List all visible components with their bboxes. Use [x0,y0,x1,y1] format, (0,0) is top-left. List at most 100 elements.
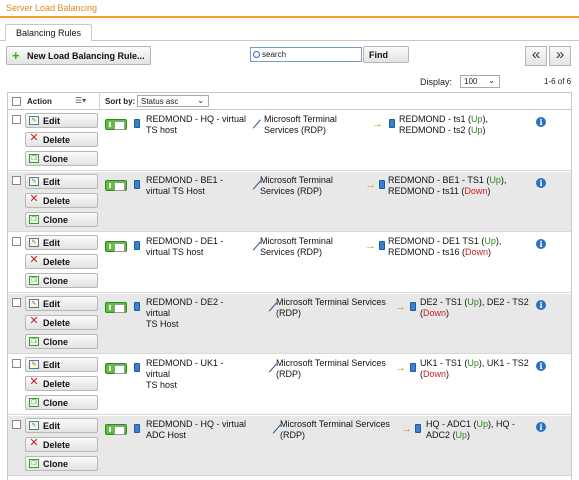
row-checkbox[interactable] [12,420,21,429]
info-icon[interactable]: i [536,117,546,127]
service: Microsoft Terminal Services (RDP) [276,358,386,380]
service-line: Services (RDP) [260,186,323,196]
delete-icon: ✕ [29,193,39,205]
service-line: Microsoft Terminal Services [280,419,390,429]
edit-label: Edit [43,421,60,431]
display-select[interactable]: 100 ⌄ [460,75,500,88]
tab-balancing-rules[interactable]: Balancing Rules [5,24,93,41]
edit-button[interactable]: ✎ Edit [25,296,98,311]
delete-button[interactable]: ✕ Delete [25,437,98,452]
server-icon [134,119,140,128]
enabled-toggle[interactable] [105,180,127,191]
info-icon[interactable]: i [536,239,546,249]
arrow-right-icon: → [365,240,376,252]
delete-label: Delete [43,440,71,450]
table-row: ✎ Edit ✕ Delete ❐ Clone REDMOND - DE1 - virt… [8,233,571,293]
server-status: Up [489,175,501,185]
edit-icon: ✎ [29,238,39,247]
server-list: REDMOND - DE1 TS1 (Up), REDMOND - ts16 (… [388,236,502,257]
clone-icon: ❐ [29,398,39,407]
edit-button[interactable]: ✎ Edit [25,357,98,372]
action-header: Action [27,97,52,106]
info-icon[interactable]: i [536,361,546,371]
clone-button[interactable]: ❐ Clone [25,395,98,410]
server-icon [410,302,416,311]
edit-button[interactable]: ✎ Edit [25,174,98,189]
delete-button[interactable]: ✕ Delete [25,254,98,269]
host-line: REDMOND - BE1 - [146,175,224,185]
select-all-checkbox[interactable] [12,97,21,106]
info-icon[interactable]: i [536,178,546,188]
clone-label: Clone [43,154,69,164]
server-name: REDMOND - ts1 [399,114,466,124]
service-line: (RDP) [276,308,301,318]
delete-icon: ✕ [29,315,39,327]
server-separator: , [485,114,489,124]
server-icon [379,180,385,189]
row-checkbox[interactable] [12,298,21,307]
server-icon [134,241,140,250]
virtual-host: REDMOND - DE2 - virtual TS Host [146,297,248,330]
enabled-toggle[interactable] [105,119,127,130]
server-list: HQ - ADC1 (Up), HQ - ADC2 (Up) [426,419,516,440]
delete-button[interactable]: ✕ Delete [25,376,98,391]
table-row: ✎ Edit ✕ Delete ❐ Clone REDMOND - DE2 - vir… [8,294,571,354]
search-icon [253,51,260,58]
host-line: REDMOND - HQ - virtual [146,114,247,124]
row-checkbox[interactable] [12,359,21,368]
server-separator: , [503,175,507,185]
info-icon[interactable]: i [536,422,546,432]
find-button[interactable]: Find [363,46,409,63]
new-rule-label: New Load Balancing Rule... [27,51,145,61]
service-icon: ⟋ [269,302,277,314]
virtual-host: REDMOND - BE1 - virtual TS Host [146,175,248,197]
service: Microsoft Terminal Services (RDP) [264,114,337,136]
host-line: REDMOND - HQ - virtual [146,419,247,429]
enabled-toggle[interactable] [105,424,127,435]
edit-button[interactable]: ✎ Edit [25,418,98,433]
edit-button[interactable]: ✎ Edit [25,235,98,250]
info-icon[interactable]: i [536,300,546,310]
search-input[interactable]: search [250,47,362,62]
server-icon [134,424,140,433]
clone-button[interactable]: ❐ Clone [25,151,98,166]
server-status: Up [471,114,483,124]
server-name: , DE2 - TS2 [481,297,529,307]
sort-select[interactable]: Status asc ⌄ [137,95,209,107]
server-status: Up [467,297,479,307]
delete-button[interactable]: ✕ Delete [25,193,98,208]
edit-button[interactable]: ✎ Edit [25,113,98,128]
enabled-toggle[interactable] [105,363,127,374]
clone-button[interactable]: ❐ Clone [25,273,98,288]
row-checkbox[interactable] [12,176,21,185]
arrow-right-icon: → [365,179,376,191]
clone-button[interactable]: ❐ Clone [25,456,98,471]
service-icon: ⟋ [273,424,281,436]
row-checkbox[interactable] [12,237,21,246]
server-icon [410,363,416,372]
new-rule-button[interactable]: + New Load Balancing Rule... [6,46,151,65]
clone-label: Clone [43,459,69,469]
server-status: Down [464,186,488,196]
server-status: Down [423,369,447,379]
clone-button[interactable]: ❐ Clone [25,212,98,227]
clone-button[interactable]: ❐ Clone [25,334,98,349]
delete-icon: ✕ [29,254,39,266]
virtual-host: REDMOND - HQ - virtual TS host [146,114,248,136]
column-menu-icon[interactable]: ☰▾ [75,96,87,105]
enabled-toggle[interactable] [105,241,127,252]
sort-value: Status asc [141,97,179,106]
enabled-toggle[interactable] [105,302,127,313]
edit-label: Edit [43,177,60,187]
prev-page-button[interactable]: « [525,46,547,66]
table-row: ✎ Edit ✕ Delete ❐ Clone REDMOND - HQ - virt… [8,111,571,171]
delete-label: Delete [43,257,71,267]
clone-icon: ❐ [29,459,39,468]
rules-table: Action ☰▾ Sort by: Status asc ⌄ ✎ Edit ✕ D… [7,92,572,480]
service-icon: ⟋ [253,241,261,253]
delete-button[interactable]: ✕ Delete [25,315,98,330]
arrow-right-icon: → [401,423,412,435]
delete-button[interactable]: ✕ Delete [25,132,98,147]
next-page-button[interactable]: » [549,46,571,66]
row-checkbox[interactable] [12,115,21,124]
